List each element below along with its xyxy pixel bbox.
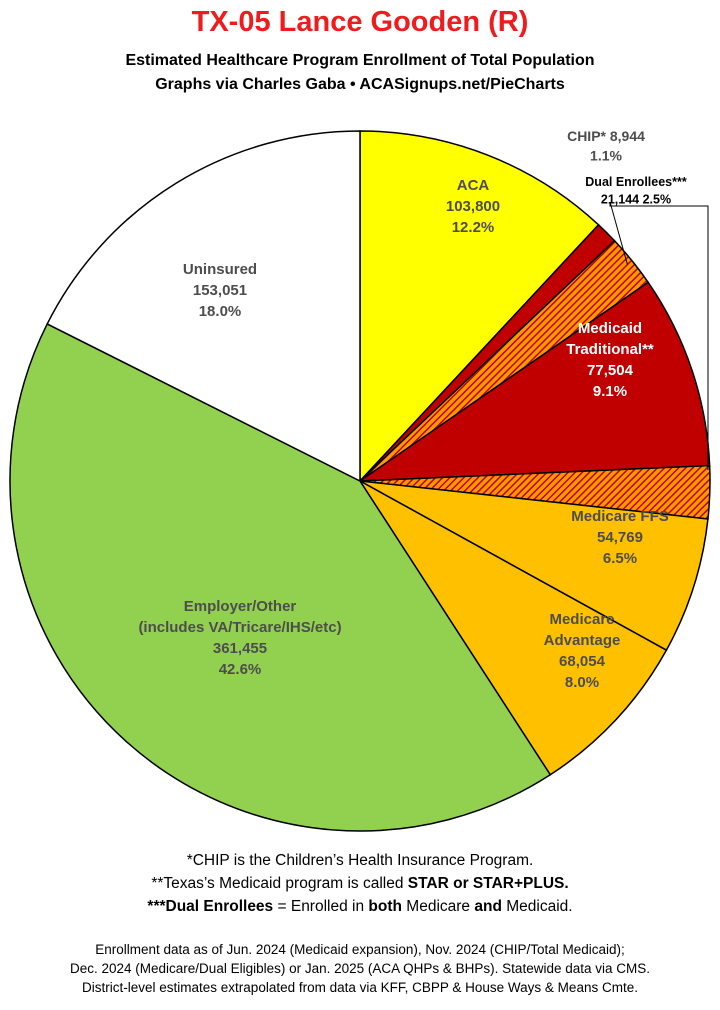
note-medicaid: **Texas’s Medicaid program is called STA… [0, 875, 720, 893]
slice-label-dual: 21,144 2.5% [601, 193, 671, 207]
note-medicaid-emph: STAR or STAR+PLUS. [407, 875, 569, 892]
note-dual-term: ***Dual Enrollees [147, 898, 274, 915]
slice-label-employer: Employer/Other [184, 598, 297, 615]
pie-slice-medicaid [357, 281, 711, 482]
note-medicaid-text: **Texas’s Medicaid program is called [151, 875, 408, 892]
note-dual-and: and [474, 898, 502, 915]
pie-slice-mcare_ffs [359, 480, 709, 652]
slice-label-employer: 42.6% [219, 661, 262, 678]
pie-slice-uninsured [46, 130, 361, 483]
source-line-3: District-level estimates extrapolated fr… [82, 980, 638, 995]
slice-label-mcare_ffs: 54,769 [597, 529, 643, 546]
label-leaders [609, 201, 709, 470]
slice-label-medicaid: Medicaid [578, 320, 642, 337]
source-line-2: Dec. 2024 (Medicare/Dual Eligibles) or J… [70, 961, 650, 976]
dual-bracket-line [609, 202, 709, 470]
slice-label-aca: 103,800 [446, 198, 500, 215]
note-dual-text2: Medicare [401, 898, 475, 915]
slice-label-employer: 361,455 [213, 640, 267, 657]
slice-label-mcare_adv: Advantage [544, 632, 621, 649]
slice-label-mcare_ffs: 6.5% [603, 550, 637, 567]
pie-chart: ACA 103,800 12.2% CHIP* 8,944 1.1% Dual Enrol… [9, 128, 711, 832]
pie-labels: ACA 103,800 12.2% CHIP* 8,944 1.1% Dual Enrol… [138, 128, 686, 691]
slice-label-chip: 1.1% [590, 148, 622, 164]
pie-slices [9, 130, 711, 832]
slice-label-aca: 12.2% [452, 219, 495, 236]
slice-label-mcare_adv: 8.0% [565, 674, 599, 691]
slice-label-employer: (includes VA/Tricare/IHS/etc) [138, 619, 341, 636]
pie-slice-mcare_adv [359, 480, 668, 776]
slice-label-mcare_ffs: Medicare FFS [571, 508, 669, 525]
dual-leader-line [609, 201, 628, 265]
chart-subtitle: Estimated Healthcare Program Enrollment … [125, 52, 595, 69]
slice-label-mcare_adv: Medicare [549, 611, 614, 628]
note-dual-both: both [368, 898, 402, 915]
note-dual-text1: = Enrolled in [273, 898, 369, 915]
source-line-1: Enrollment data as of Jun. 2024 (Medicai… [95, 942, 625, 957]
slice-label-medicaid: 77,504 [587, 362, 634, 379]
note-dual-text3: Medicaid. [501, 898, 573, 915]
slice-label-mcare_adv: 68,054 [559, 653, 606, 670]
slice-label-uninsured: 153,051 [193, 282, 247, 299]
chart-title: TX-05 Lance Gooden (R) [191, 6, 529, 38]
slice-label-dual: Dual Enrollees*** [585, 175, 687, 189]
note-chip: *CHIP is the Children’s Health Insurance… [0, 852, 720, 870]
note-dual: ***Dual Enrollees = Enrolled in both Med… [0, 898, 720, 916]
pie-slice-aca [359, 130, 600, 483]
slice-label-uninsured: Uninsured [183, 261, 257, 278]
chart-credit: Graphs via Charles Gaba • ACASignups.net… [155, 76, 565, 93]
slice-label-aca: ACA [457, 177, 490, 194]
slice-label-medicaid: Traditional** [566, 341, 654, 358]
pie-slice-employer [9, 322, 552, 832]
note-chip-text: *CHIP is the Children’s Health Insurance… [186, 852, 534, 869]
slice-label-uninsured: 18.0% [199, 303, 242, 320]
slice-label-medicaid: 9.1% [593, 383, 627, 400]
slice-label-chip: CHIP* 8,944 [567, 128, 645, 144]
